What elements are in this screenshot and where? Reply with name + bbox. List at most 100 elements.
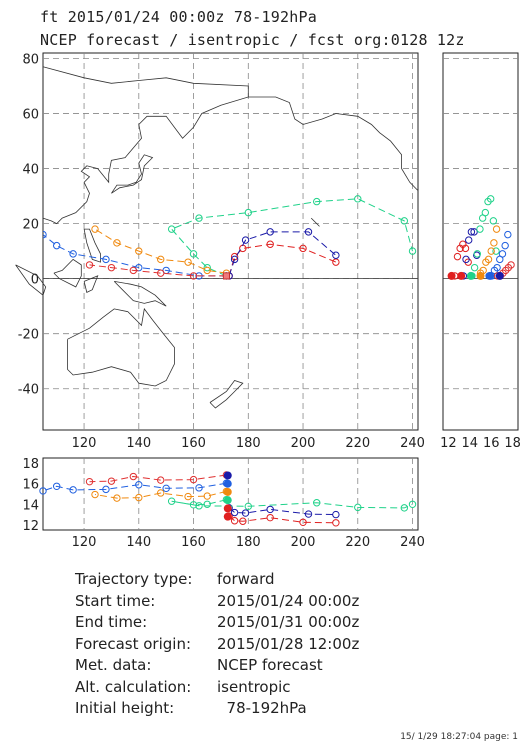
coastline xyxy=(83,275,99,293)
right-strip-point xyxy=(462,255,470,264)
info-label: End time: xyxy=(75,613,148,631)
altitude-point xyxy=(91,490,99,499)
altitude-point xyxy=(113,494,121,502)
page-footer: 15/ 1/29 18:27:04 page: 1 xyxy=(400,732,518,742)
trajectory-point xyxy=(354,195,362,203)
trajectory-point xyxy=(408,247,417,255)
bottom-strip-x-tick-label: 160 xyxy=(181,535,206,550)
right-strip-point xyxy=(486,195,495,203)
right-strip-source-marker xyxy=(476,271,485,280)
trajectory-point xyxy=(189,250,198,258)
right-strip-point xyxy=(461,244,470,253)
altitude-point xyxy=(239,517,247,525)
altitude-point xyxy=(299,518,307,526)
trajectory-point xyxy=(203,266,211,275)
coastline xyxy=(15,264,47,296)
bottom-strip-x-tick-label: 180 xyxy=(236,535,261,550)
coastline xyxy=(209,380,244,409)
info-label: Met. data: xyxy=(75,656,152,674)
map-x-tick-label: 220 xyxy=(345,436,370,451)
trajectory-line xyxy=(228,231,337,277)
trajectory-point xyxy=(313,197,321,206)
trajectory-line xyxy=(94,228,227,274)
bottom-strip-x-tick-label: 220 xyxy=(345,535,370,550)
right-strip-point xyxy=(492,225,501,233)
trajectory-point xyxy=(167,225,176,233)
altitude-point xyxy=(195,484,203,492)
altitude-point xyxy=(162,484,170,493)
altitude-line xyxy=(94,490,227,499)
right-strip-point xyxy=(473,250,481,258)
info-value: 78-192hPa xyxy=(217,699,307,717)
trajectory-point xyxy=(91,225,99,233)
info-label: Alt. calculation: xyxy=(75,677,192,696)
altitude-point xyxy=(189,475,198,484)
map-x-tick-label: 200 xyxy=(291,436,316,451)
trajectory-point xyxy=(157,255,165,264)
bottom-strip-x-tick-label: 120 xyxy=(72,535,97,550)
right-strip-point xyxy=(501,241,509,250)
trajectory-point xyxy=(69,250,77,258)
trajectory-line xyxy=(170,198,413,277)
altitude-line xyxy=(228,515,336,524)
right-strip-source-marker xyxy=(495,271,504,280)
altitude-point xyxy=(69,486,77,494)
right-strip-x-tick-label: 12 xyxy=(440,436,457,451)
altitude-point xyxy=(304,510,313,518)
trajectory-point xyxy=(85,261,94,269)
altitude-point xyxy=(400,504,409,512)
bottom-strip-y-tick-label: 12 xyxy=(22,519,39,534)
right-strip-point xyxy=(490,239,498,247)
altitude-point xyxy=(266,505,274,514)
coastline xyxy=(248,96,419,191)
altitude-point xyxy=(39,487,47,495)
right-strip-point xyxy=(507,261,515,269)
source-height-marker xyxy=(223,479,232,488)
map-frame xyxy=(42,52,419,431)
coastline xyxy=(42,66,249,225)
info-row: Alt. calculation: isentropic xyxy=(75,678,359,700)
right-strip-point xyxy=(453,252,462,261)
right-strip-point xyxy=(470,263,479,272)
info-row: Start time: 2015/01/24 00:00z xyxy=(75,592,359,614)
source-height-marker xyxy=(223,512,232,521)
right-strip-point xyxy=(476,225,484,233)
altitude-point xyxy=(167,497,176,505)
info-value: 2015/01/24 00:00z xyxy=(217,591,360,610)
trajectory-point xyxy=(52,241,61,250)
right-strip-point xyxy=(504,230,512,239)
altitude-point xyxy=(85,477,94,486)
trajectory-point xyxy=(184,258,192,266)
coastline xyxy=(53,258,82,288)
bottom-strip-y-tick-label: 18 xyxy=(22,457,39,472)
info-row: Met. data: NCEP forecast xyxy=(75,656,359,678)
coastline xyxy=(113,281,167,307)
trajectory-point xyxy=(189,272,198,280)
map-y-tick-label: 0 xyxy=(31,273,39,288)
altitude-line xyxy=(228,507,336,516)
altitude-point xyxy=(157,476,165,484)
altitude-line xyxy=(171,499,413,509)
map-x-tick-label: 140 xyxy=(126,436,151,451)
bottom-strip-x-tick-label: 140 xyxy=(126,535,151,550)
trajectory-point xyxy=(230,255,239,264)
right-strip-point xyxy=(481,208,490,217)
right-strip-source-marker xyxy=(447,271,456,280)
trajectory-point xyxy=(195,214,203,222)
info-row: Initial height: 78-192hPa xyxy=(75,699,359,721)
altitude-point xyxy=(408,500,417,508)
altitude-point xyxy=(230,508,239,517)
trajectory-point xyxy=(107,263,116,272)
altitude-point xyxy=(189,501,198,509)
source-marker xyxy=(222,272,230,280)
info-label: Trajectory type: xyxy=(75,570,193,588)
source-height-marker xyxy=(223,496,232,505)
right-strip-point xyxy=(484,255,493,264)
map-y-tick-label: -20 xyxy=(18,328,39,343)
trajectory-point xyxy=(113,239,121,247)
trajectory-point xyxy=(43,230,47,239)
altitude-point xyxy=(52,482,61,490)
right-strip-source-marker xyxy=(457,271,466,280)
trajectory-point xyxy=(266,240,274,248)
